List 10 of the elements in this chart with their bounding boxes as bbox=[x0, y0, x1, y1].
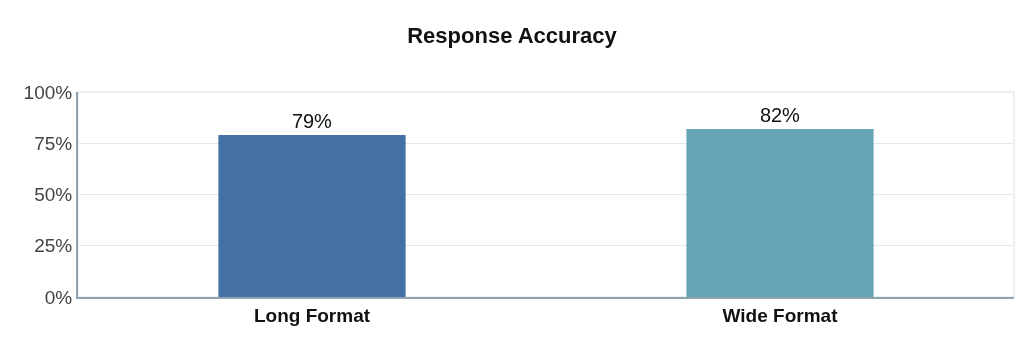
x-tick-label: Long Format bbox=[253, 304, 371, 326]
y-tick-label: 0% bbox=[44, 286, 73, 308]
y-tick-label: 25% bbox=[34, 235, 73, 257]
chart-title: Response Accuracy bbox=[407, 23, 618, 49]
data-label: 82% bbox=[759, 103, 801, 126]
x-tick-label: Wide Format bbox=[722, 304, 839, 326]
y-tick-label: 100% bbox=[23, 81, 73, 103]
data-label: 79% bbox=[291, 110, 333, 133]
y-tick-label: 75% bbox=[34, 132, 73, 154]
y-tick-label: 50% bbox=[34, 184, 73, 206]
